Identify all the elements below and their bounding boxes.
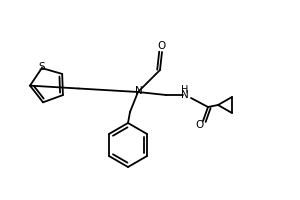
Text: S: S [38, 62, 45, 72]
Text: O: O [195, 120, 203, 130]
Text: H: H [181, 85, 189, 95]
Text: O: O [158, 41, 166, 51]
Text: N: N [181, 90, 189, 100]
Text: N: N [135, 86, 143, 96]
